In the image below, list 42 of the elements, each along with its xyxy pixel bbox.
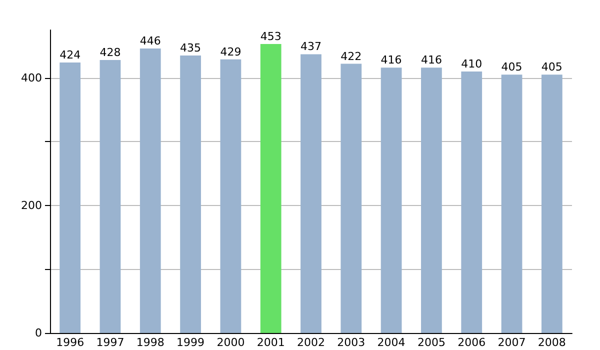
x-tick-label: 1999: [176, 336, 205, 349]
data-label: 405: [501, 60, 522, 74]
data-label: 410: [461, 57, 482, 70]
bar: [340, 64, 362, 333]
x-tick-label: 2001: [256, 336, 285, 349]
bar: [380, 68, 402, 333]
x-tick-label: 1997: [96, 336, 124, 349]
x-tick-label: 2006: [458, 336, 486, 349]
x-tick-label: 2005: [417, 336, 446, 349]
data-label: 429: [220, 45, 242, 58]
data-label: 416: [420, 54, 442, 67]
data-label: 416: [380, 54, 402, 67]
data-label: 437: [300, 40, 322, 54]
x-tick-label: 2004: [377, 336, 406, 349]
bar: [260, 44, 282, 333]
data-label: 453: [260, 30, 282, 44]
x-tick-label: 2008: [538, 336, 566, 349]
x-tick-label: 1996: [56, 336, 84, 349]
x-tick-label: 2000: [216, 336, 245, 349]
bar: [421, 68, 442, 333]
bar: [501, 74, 522, 333]
data-label: 446: [140, 34, 161, 48]
x-tick-label: 2002: [297, 336, 325, 349]
bar: [180, 56, 201, 333]
data-label: 435: [180, 42, 202, 55]
x-tick-label: 1998: [136, 336, 164, 349]
data-label: 422: [340, 50, 362, 63]
bar: [220, 59, 242, 333]
y-tick-label: 200: [21, 198, 42, 212]
x-tick-label: 2003: [337, 336, 366, 349]
data-label: 405: [541, 60, 562, 74]
x-tick-label: 2007: [498, 336, 526, 349]
bar: [60, 62, 81, 333]
bar: [461, 71, 482, 333]
bar: [300, 54, 322, 333]
bar: [140, 48, 161, 333]
bar: [100, 60, 121, 333]
bar: [541, 74, 562, 333]
data-label: 428: [100, 46, 121, 59]
y-tick-label: 400: [21, 71, 42, 84]
y-tick-label: 0: [35, 326, 42, 340]
data-label: 424: [60, 48, 81, 62]
